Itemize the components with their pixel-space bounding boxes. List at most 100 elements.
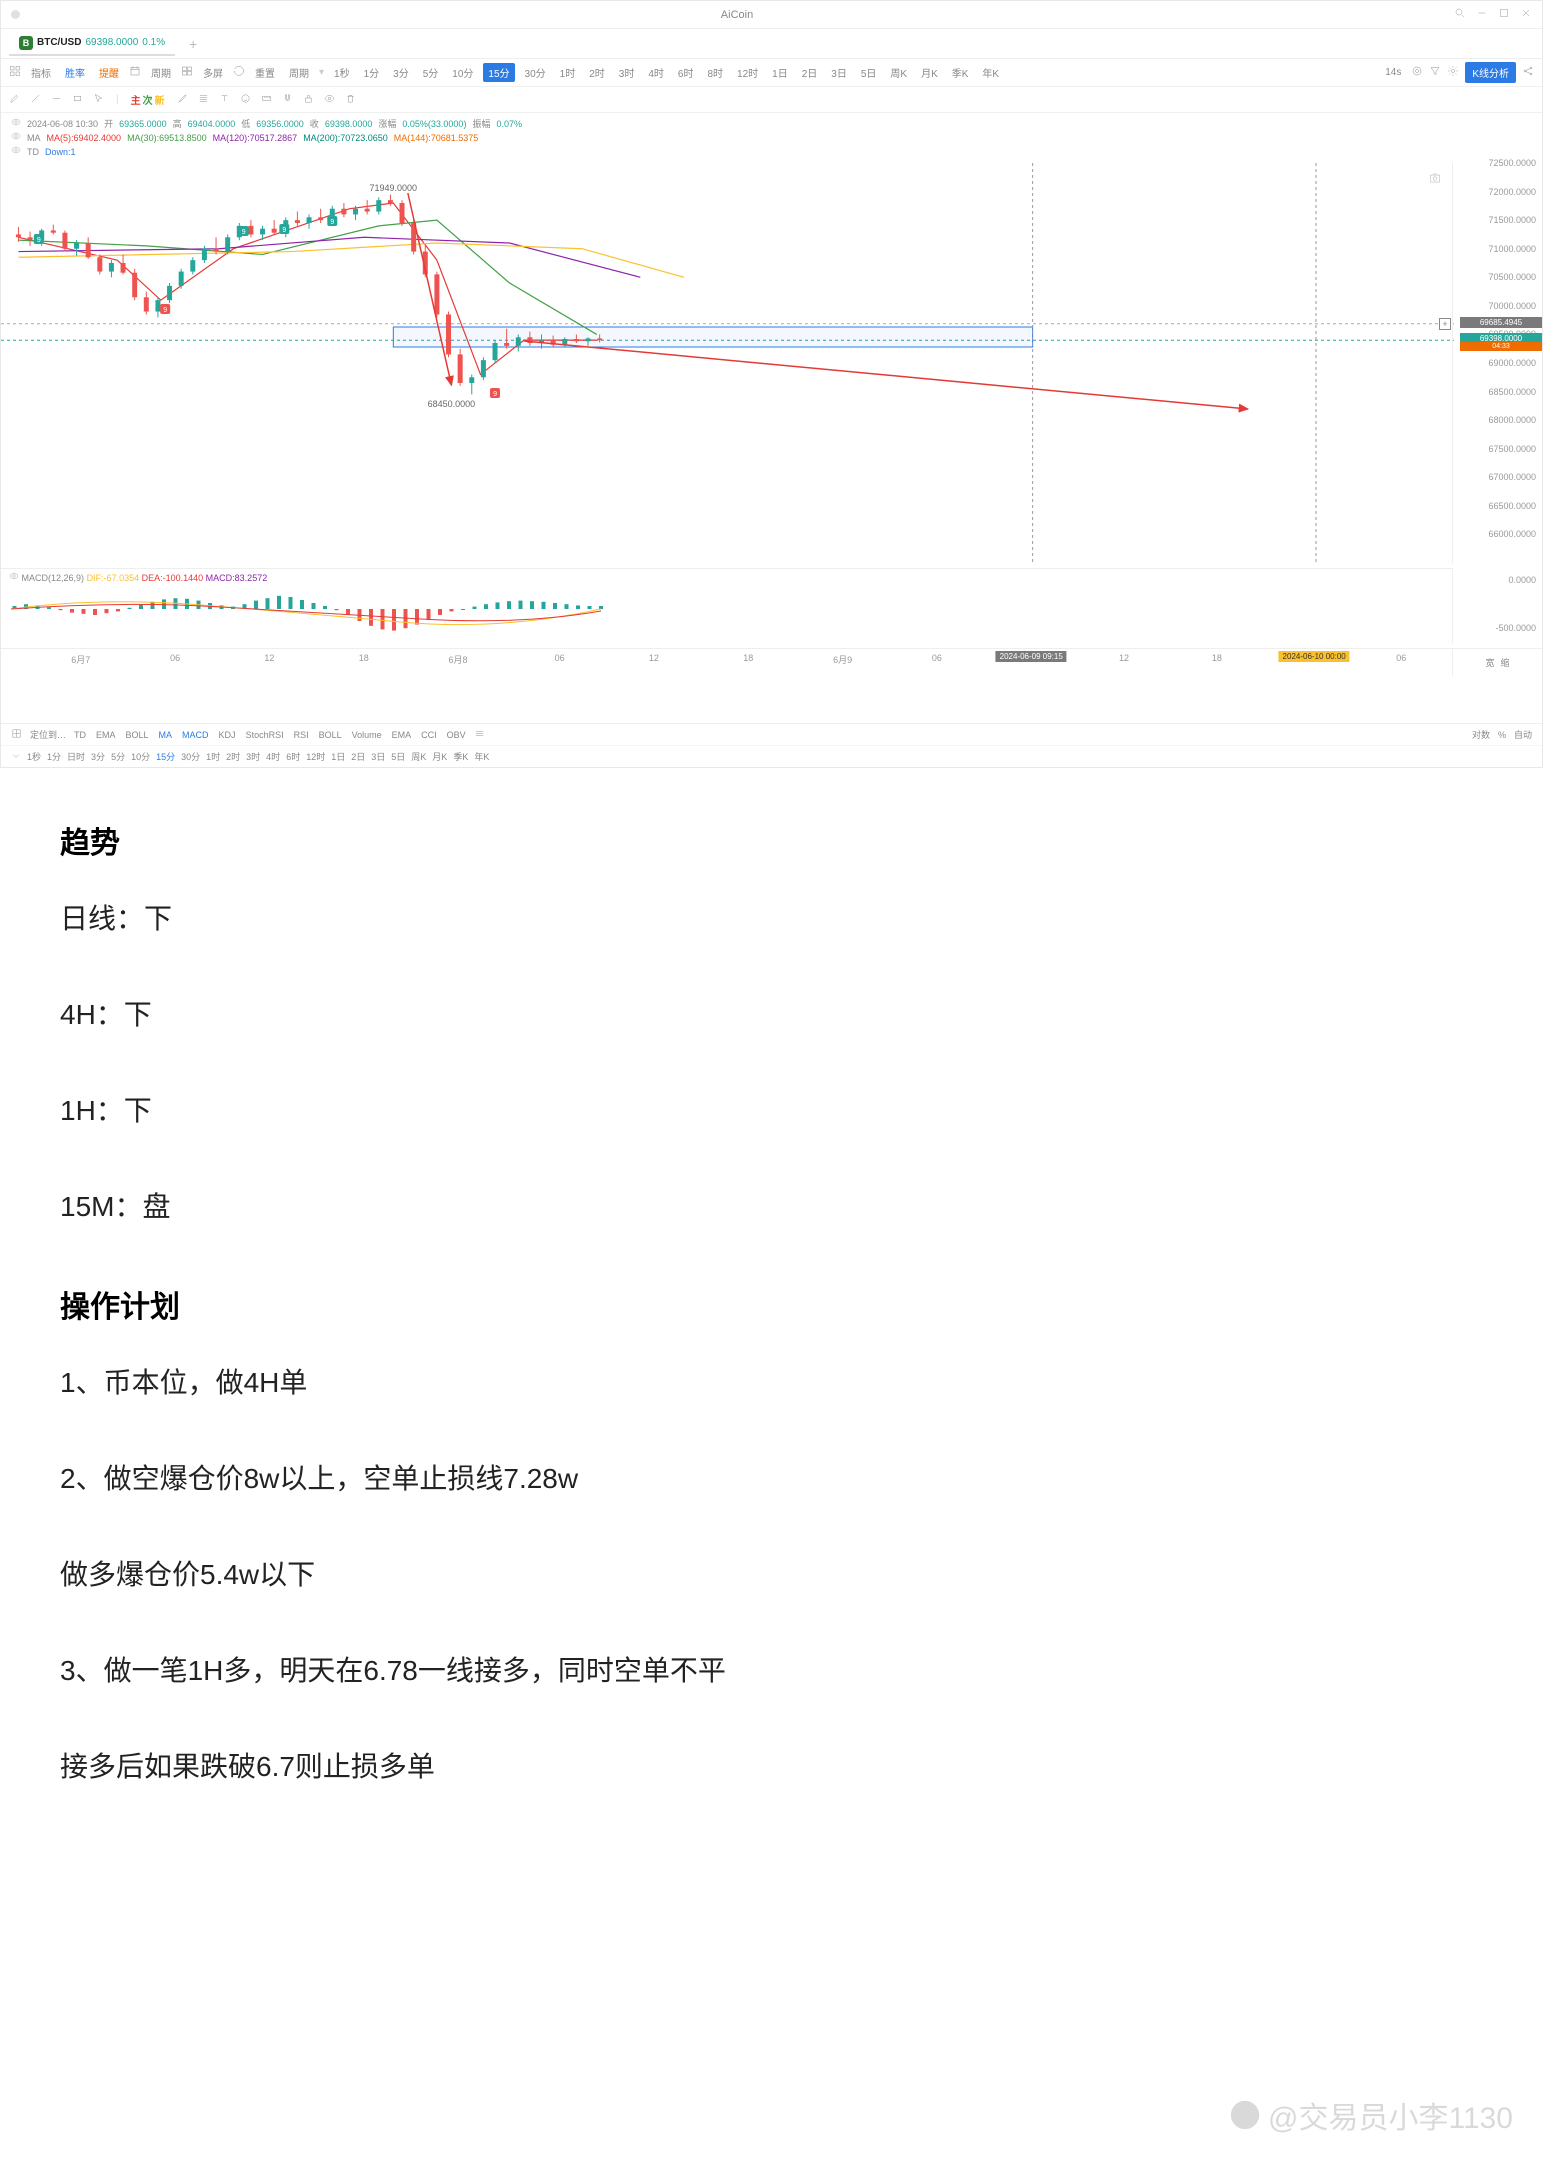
- timeframe-1时[interactable]: 1时: [556, 63, 580, 82]
- fold-icon[interactable]: [11, 751, 21, 763]
- bottom-tf-3时[interactable]: 3时: [246, 750, 260, 763]
- multiscreen-icon[interactable]: [181, 65, 193, 80]
- percent-button[interactable]: %: [1498, 730, 1506, 740]
- bottom-tf-1分[interactable]: 1分: [47, 750, 61, 763]
- reset-button[interactable]: 重置: [251, 63, 279, 82]
- indicator-stochrsi[interactable]: StochRSI: [246, 730, 284, 740]
- multi-button[interactable]: 多屏: [199, 63, 227, 82]
- timeframe-12时[interactable]: 12时: [733, 63, 762, 82]
- bottom-tf-2日[interactable]: 2日: [351, 750, 365, 763]
- ruler-icon[interactable]: [261, 93, 272, 107]
- calendar-icon[interactable]: [129, 65, 141, 80]
- line-icon[interactable]: [30, 93, 41, 107]
- timeframe-8时[interactable]: 8时: [703, 63, 727, 82]
- main-chart[interactable]: 99999971949.000068450.0000 72500.0000720…: [1, 163, 1542, 563]
- timeframe-3时[interactable]: 3时: [615, 63, 639, 82]
- indicator-ema[interactable]: EMA: [392, 730, 412, 740]
- auto-button[interactable]: 自动: [1514, 728, 1532, 741]
- bottom-tf-10分[interactable]: 10分: [131, 750, 150, 763]
- timeframe-季K[interactable]: 季K: [948, 63, 973, 82]
- timeframe-周K[interactable]: 周K: [886, 63, 911, 82]
- grid-small-icon[interactable]: [11, 728, 22, 741]
- bottom-tf-年K[interactable]: 年K: [474, 750, 489, 763]
- eye-small-icon[interactable]: [11, 131, 21, 145]
- target-icon[interactable]: [1411, 65, 1423, 80]
- share-icon[interactable]: [1522, 65, 1534, 80]
- indicator-td[interactable]: TD: [74, 730, 86, 740]
- close-icon[interactable]: [1520, 6, 1532, 24]
- bottom-tf-15分[interactable]: 15分: [156, 750, 175, 763]
- indicator-obv[interactable]: OBV: [447, 730, 466, 740]
- kline-analysis-button[interactable]: K线分析: [1465, 62, 1516, 83]
- emoji-icon[interactable]: [240, 93, 251, 107]
- indicator-ema[interactable]: EMA: [96, 730, 116, 740]
- pencil-icon[interactable]: [9, 93, 20, 107]
- bottom-tf-30分[interactable]: 30分: [181, 750, 200, 763]
- brush-icon[interactable]: [177, 93, 188, 107]
- timeframe-1日[interactable]: 1日: [768, 63, 792, 82]
- maximize-icon[interactable]: [1498, 6, 1510, 24]
- bottom-tf-季K[interactable]: 季K: [453, 750, 468, 763]
- alert-button[interactable]: 提醒: [95, 63, 123, 82]
- settings-icon[interactable]: [1447, 65, 1459, 80]
- minimize-icon[interactable]: [1476, 6, 1488, 24]
- bottom-tf-5日[interactable]: 5日: [391, 750, 405, 763]
- bottom-tf-月K[interactable]: 月K: [432, 750, 447, 763]
- timeframe-5分[interactable]: 5分: [419, 63, 443, 82]
- indicator-boll[interactable]: BOLL: [319, 730, 342, 740]
- add-price-alert-icon[interactable]: +: [1439, 318, 1451, 330]
- bottom-tf-1时[interactable]: 1时: [206, 750, 220, 763]
- eye-small-icon[interactable]: [11, 117, 21, 131]
- timeframe-3分[interactable]: 3分: [389, 63, 413, 82]
- filter-icon[interactable]: [1429, 65, 1441, 80]
- timeframe-3日[interactable]: 3日: [827, 63, 851, 82]
- bottom-tf-周K[interactable]: 周K: [411, 750, 426, 763]
- bottom-tf-1秒[interactable]: 1秒: [27, 750, 41, 763]
- timeframe-1秒[interactable]: 1秒: [330, 63, 354, 82]
- trash-icon[interactable]: [345, 93, 356, 107]
- bottom-tf-3日[interactable]: 3日: [371, 750, 385, 763]
- indicator-boll[interactable]: BOLL: [126, 730, 149, 740]
- bottom-tf-6时[interactable]: 6时: [286, 750, 300, 763]
- eye-small-icon[interactable]: [9, 573, 19, 583]
- timeframe-月K[interactable]: 月K: [917, 63, 942, 82]
- menu-icon[interactable]: [11, 10, 20, 19]
- indicator-kdj[interactable]: KDJ: [219, 730, 236, 740]
- cursor-icon[interactable]: [93, 93, 104, 107]
- bottom-tf-4时[interactable]: 4时: [266, 750, 280, 763]
- toolbar-grid-icon[interactable]: [9, 65, 21, 80]
- timeframe-4时[interactable]: 4时: [644, 63, 668, 82]
- timeframe-1分[interactable]: 1分: [360, 63, 384, 82]
- timeframe-2时[interactable]: 2时: [585, 63, 609, 82]
- magnet-icon[interactable]: [282, 93, 293, 107]
- indicator-rsi[interactable]: RSI: [294, 730, 309, 740]
- search-icon[interactable]: [1454, 6, 1466, 24]
- bottom-tf-1日[interactable]: 1日: [331, 750, 345, 763]
- timeframe-10分[interactable]: 10分: [448, 63, 477, 82]
- zoom-narrow-button[interactable]: 缩: [1501, 656, 1510, 669]
- indicator-ma[interactable]: MA: [159, 730, 173, 740]
- text-icon[interactable]: [219, 93, 230, 107]
- rate-button[interactable]: 胜率: [61, 63, 89, 82]
- bottom-tf-12时[interactable]: 12时: [306, 750, 325, 763]
- cycle-button[interactable]: 周期: [147, 63, 175, 82]
- horizontal-line-icon[interactable]: [51, 93, 62, 107]
- eye-icon[interactable]: [324, 93, 335, 107]
- timeframe-30分[interactable]: 30分: [521, 63, 550, 82]
- more-icon[interactable]: [474, 728, 485, 741]
- timeframe-15分[interactable]: 15分: [483, 63, 514, 82]
- locate-button[interactable]: 定位到…: [30, 728, 66, 741]
- eye-small-icon[interactable]: [11, 145, 21, 159]
- add-tab-icon[interactable]: +: [189, 36, 197, 52]
- rect-icon[interactable]: [72, 93, 83, 107]
- indicator-cci[interactable]: CCI: [421, 730, 437, 740]
- chart-area[interactable]: 99999971949.000068450.0000 72500.0000720…: [1, 163, 1542, 723]
- refresh-icon[interactable]: [233, 65, 245, 80]
- indicator-button[interactable]: 指标: [27, 63, 55, 82]
- lock-icon[interactable]: [303, 93, 314, 107]
- timeframe-2日[interactable]: 2日: [798, 63, 822, 82]
- zoom-wide-button[interactable]: 宽: [1485, 656, 1494, 669]
- indicator-macd[interactable]: MACD: [182, 730, 209, 740]
- bottom-tf-日时[interactable]: 日时: [67, 750, 85, 763]
- bottom-tf-3分[interactable]: 3分: [91, 750, 105, 763]
